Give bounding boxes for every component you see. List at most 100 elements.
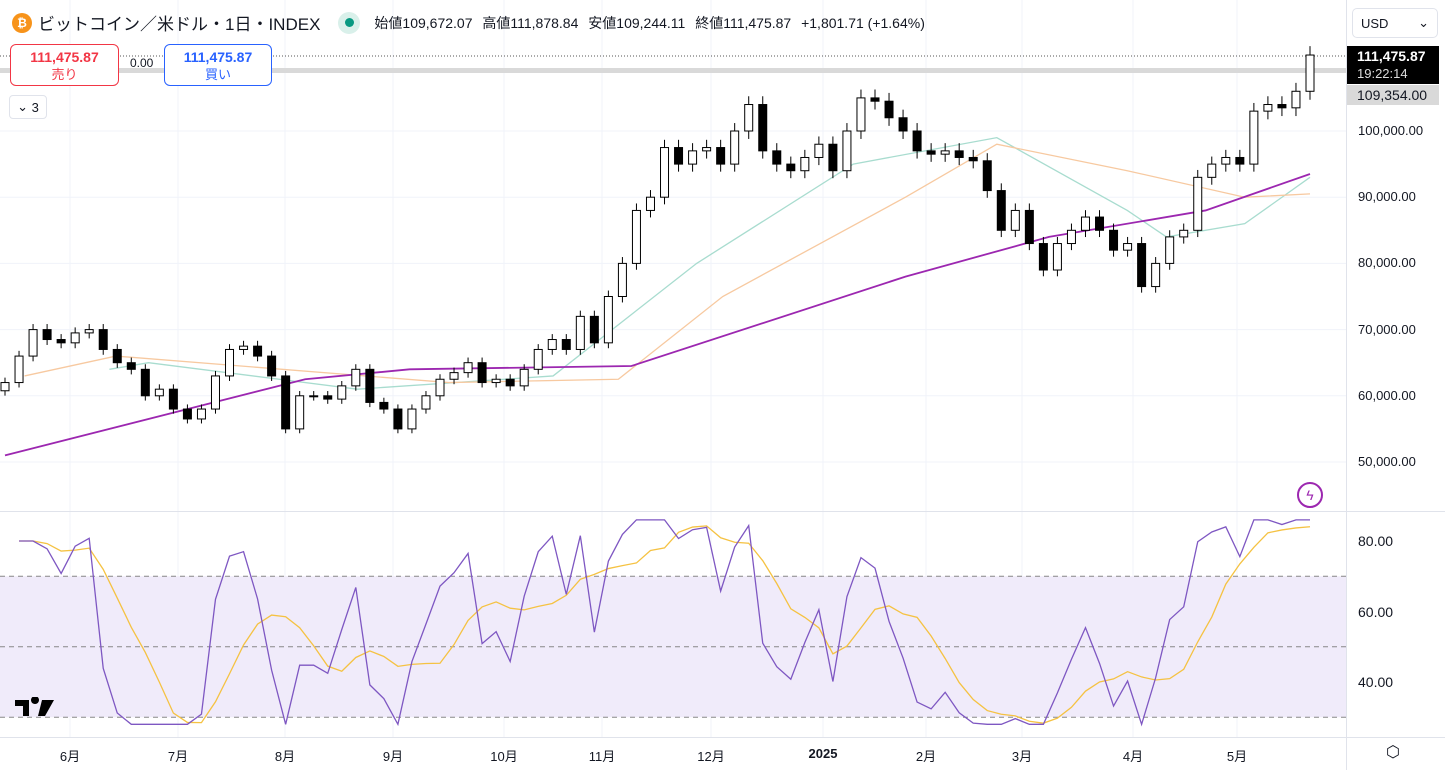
candle-body (505, 378, 515, 387)
candle-body (435, 378, 445, 397)
candle-body (772, 150, 782, 165)
candle-body (225, 348, 235, 377)
indicators-toggle[interactable]: ⌄ 3 (9, 95, 47, 119)
buy-button[interactable]: 111,475.87 買い (164, 44, 272, 86)
candle-body (1305, 54, 1315, 92)
time-tick: 3月 (1011, 749, 1033, 764)
time-axis-border (0, 737, 1445, 738)
candle-body (463, 362, 473, 374)
candle-body (1095, 216, 1105, 231)
candle-body (1249, 110, 1259, 165)
rsi-tick: 80.00 (1358, 533, 1394, 549)
time-tick: 5月 (1226, 749, 1248, 764)
candle-body (42, 329, 52, 341)
candle-body (1263, 104, 1273, 112)
candle-body (856, 97, 866, 132)
price-tick: 90,000.00 (1358, 189, 1416, 205)
candle-body (126, 362, 136, 370)
candle-body (14, 355, 24, 384)
candle-body (744, 104, 754, 132)
candle-body (688, 150, 698, 165)
candle-body (674, 147, 684, 165)
candle-body (182, 408, 192, 420)
price-tick: 50,000.00 (1358, 454, 1416, 469)
candle-body (28, 329, 38, 357)
rsi-line (19, 519, 1310, 727)
candle-body (547, 339, 557, 350)
high-line-label: 109,354.00 (1347, 85, 1439, 105)
candle-body (196, 408, 206, 420)
lightning-icon[interactable]: ϟ (1297, 482, 1323, 508)
spread-value: 0.00 (130, 56, 154, 70)
candle-body (758, 104, 768, 152)
currency-select[interactable]: USD ⌄ (1352, 8, 1438, 38)
time-tick: 2月 (915, 749, 937, 764)
candle-body (968, 156, 978, 162)
candle-body (1010, 209, 1020, 231)
price-axis[interactable] (1346, 0, 1445, 770)
candle-body (56, 339, 66, 344)
candle-body (1024, 209, 1034, 245)
candle-body (295, 395, 305, 430)
candle-body (1193, 176, 1203, 231)
candle-body (1109, 229, 1119, 251)
candle-body (898, 117, 908, 132)
candle-body (589, 315, 599, 344)
candle-body (1052, 243, 1062, 271)
time-tick: 9月 (382, 749, 404, 764)
candle-body (365, 368, 375, 403)
candle-body (1137, 243, 1147, 288)
candle-body (1080, 216, 1090, 231)
candle-body (407, 408, 417, 430)
candle-body (828, 143, 838, 172)
candle-body (1291, 90, 1301, 109)
candle-body (267, 355, 277, 377)
candle-body (70, 332, 80, 344)
candle-body (239, 345, 249, 350)
candle-body (603, 296, 613, 344)
candle-body (912, 130, 922, 152)
last-price-label: 111,475.87 19:22:14 (1347, 46, 1439, 84)
candle-body (421, 395, 431, 410)
time-tick: 7月 (167, 749, 189, 764)
time-tick: 4月 (1122, 749, 1144, 764)
ohlc-values: 始値109,672.07 高値111,878.84 安値109,244.11 終… (374, 14, 925, 31)
high-price-band (0, 68, 1346, 73)
candle-body (112, 348, 122, 364)
chart-area[interactable] (0, 0, 1346, 737)
candle-body (645, 196, 655, 211)
rsi-band (0, 576, 1346, 718)
ma-mid-line (24, 143, 1311, 384)
candle-body (491, 378, 501, 384)
sell-button[interactable]: 111,475.87 売り (10, 44, 119, 86)
symbol-title[interactable]: ビットコイン／米ドル・1日・INDEX (38, 15, 321, 34)
candle-body (1123, 243, 1133, 251)
candle-body (140, 368, 150, 397)
candle-body (730, 130, 740, 165)
chart-settings-icon[interactable]: ⬡ (1386, 744, 1400, 761)
candle-body (309, 395, 319, 398)
candle-body (940, 150, 950, 155)
candle-body (84, 329, 94, 334)
symbol-legend: ₿ ビットコイン／米ドル・1日・INDEX 始値109,672.07 高値111… (12, 10, 931, 35)
pane-divider[interactable] (0, 511, 1445, 512)
candle-body (1235, 156, 1245, 165)
rsi-tick: 40.00 (1358, 674, 1394, 690)
candle-body (337, 385, 347, 400)
candle-body (575, 315, 585, 350)
candle-body (870, 97, 880, 102)
candle-body (842, 130, 852, 172)
candle-body (0, 382, 10, 392)
candle-body (617, 262, 627, 297)
time-tick: 2025 (808, 746, 838, 761)
candle-body (660, 147, 670, 198)
rsi-tick: 60.00 (1358, 603, 1394, 620)
time-tick: 8月 (274, 749, 296, 764)
candle-body (631, 209, 641, 264)
bitcoin-icon: ₿ (12, 12, 32, 33)
candle-body (533, 348, 543, 370)
candle-body (449, 372, 459, 380)
candle-body (281, 375, 291, 430)
candle-body (1151, 262, 1161, 288)
candle-body (954, 150, 964, 158)
